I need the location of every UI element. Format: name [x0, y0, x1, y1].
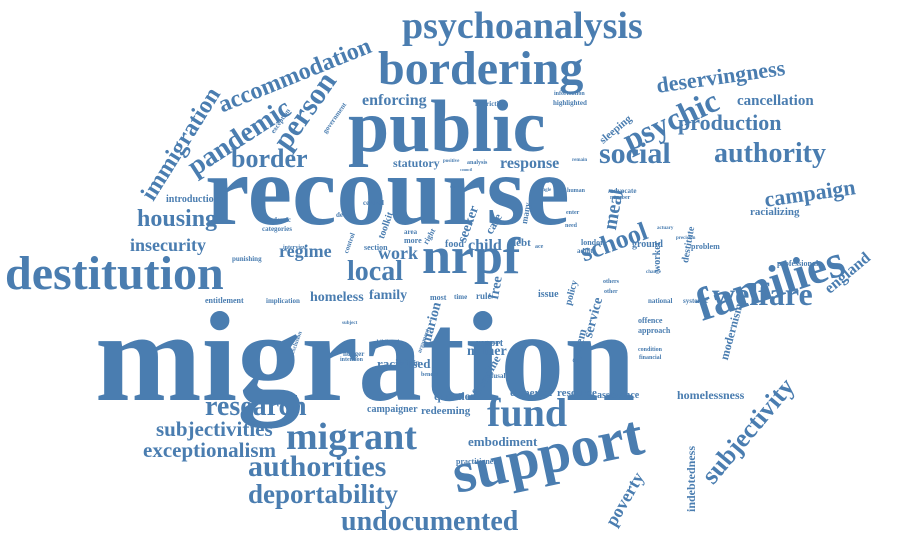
word: benefit [421, 372, 439, 378]
word: psychoanalysis [402, 7, 643, 45]
word: enforcing [362, 93, 427, 109]
word: statutory [393, 157, 440, 169]
word: homeless [310, 291, 364, 305]
word: single [539, 188, 551, 193]
word: more [404, 237, 422, 245]
word: offence [638, 317, 662, 325]
word: poverty [602, 469, 647, 529]
word: human [567, 188, 585, 194]
word: area [404, 229, 417, 236]
word: academic [263, 217, 291, 224]
word: group [485, 340, 500, 346]
word: food [445, 240, 464, 250]
word: destitution [5, 250, 224, 298]
word: information [554, 91, 585, 97]
word: precision [676, 236, 695, 241]
word: study [450, 185, 462, 190]
word: response [500, 156, 559, 172]
word: introduction [166, 195, 219, 205]
word: number [610, 195, 630, 201]
word: insecurity [130, 236, 206, 254]
word: racializing [750, 207, 800, 218]
word: financial [639, 355, 661, 361]
word: worker [653, 241, 663, 272]
word: dispersal [510, 388, 552, 399]
word: bordering [378, 45, 583, 93]
word: authority [714, 140, 826, 168]
word: deportability [248, 481, 398, 508]
word: other [604, 289, 618, 295]
word: actuary [657, 226, 673, 231]
word: family [369, 289, 407, 303]
word: change [646, 270, 661, 275]
word: childhood [374, 340, 399, 346]
word: positive [443, 159, 459, 164]
word: most [430, 294, 446, 302]
word: council [460, 168, 472, 172]
word: analysis [467, 160, 487, 166]
word: condition [638, 347, 662, 353]
word: remain [572, 158, 587, 163]
word: adult [577, 248, 593, 255]
word: ace [535, 244, 543, 250]
word: interview [283, 245, 307, 251]
word: time [454, 294, 467, 301]
word: systemic [683, 298, 708, 305]
word: campaigner [367, 405, 418, 415]
word: homelessness [677, 389, 744, 401]
word: cancellation [737, 94, 814, 109]
word: production [678, 112, 782, 134]
word: implication [266, 298, 300, 305]
word: refusal [485, 373, 505, 380]
word: national [648, 298, 673, 305]
word: exceptionalism [143, 440, 276, 461]
word: debate [336, 212, 356, 219]
word: deservingness [655, 57, 786, 97]
word: entitlement [205, 297, 244, 305]
word: central [363, 200, 384, 207]
word: housing [137, 207, 217, 231]
word: issue [538, 290, 559, 300]
word: others [603, 279, 619, 285]
word: need [565, 223, 577, 229]
word: child [468, 238, 502, 254]
word: indebtedness [685, 446, 697, 512]
word: restriction [475, 101, 506, 108]
word: practitioner [456, 458, 497, 466]
word: redeeming [421, 406, 470, 417]
word: professional [777, 260, 818, 268]
word: subjectivities [156, 419, 273, 440]
word: assistance [597, 391, 639, 401]
word: section [364, 244, 388, 252]
word: debt [510, 238, 531, 249]
word: welfare [712, 278, 813, 310]
word: enter [566, 210, 579, 216]
word: intention [340, 357, 363, 363]
word: undocumented [341, 508, 518, 536]
word: punishing [232, 256, 262, 263]
word: subject [342, 321, 357, 326]
word: advocate [610, 188, 636, 195]
word: embodiment [468, 435, 537, 448]
word: categories [262, 226, 292, 233]
word: resource [557, 388, 597, 399]
word: london [581, 239, 605, 247]
word: problem [691, 243, 720, 251]
word: britain [399, 360, 420, 367]
word: fund [487, 393, 567, 433]
word: highlighted [553, 100, 587, 107]
word: urgent [538, 180, 549, 184]
word: approach [638, 327, 670, 335]
